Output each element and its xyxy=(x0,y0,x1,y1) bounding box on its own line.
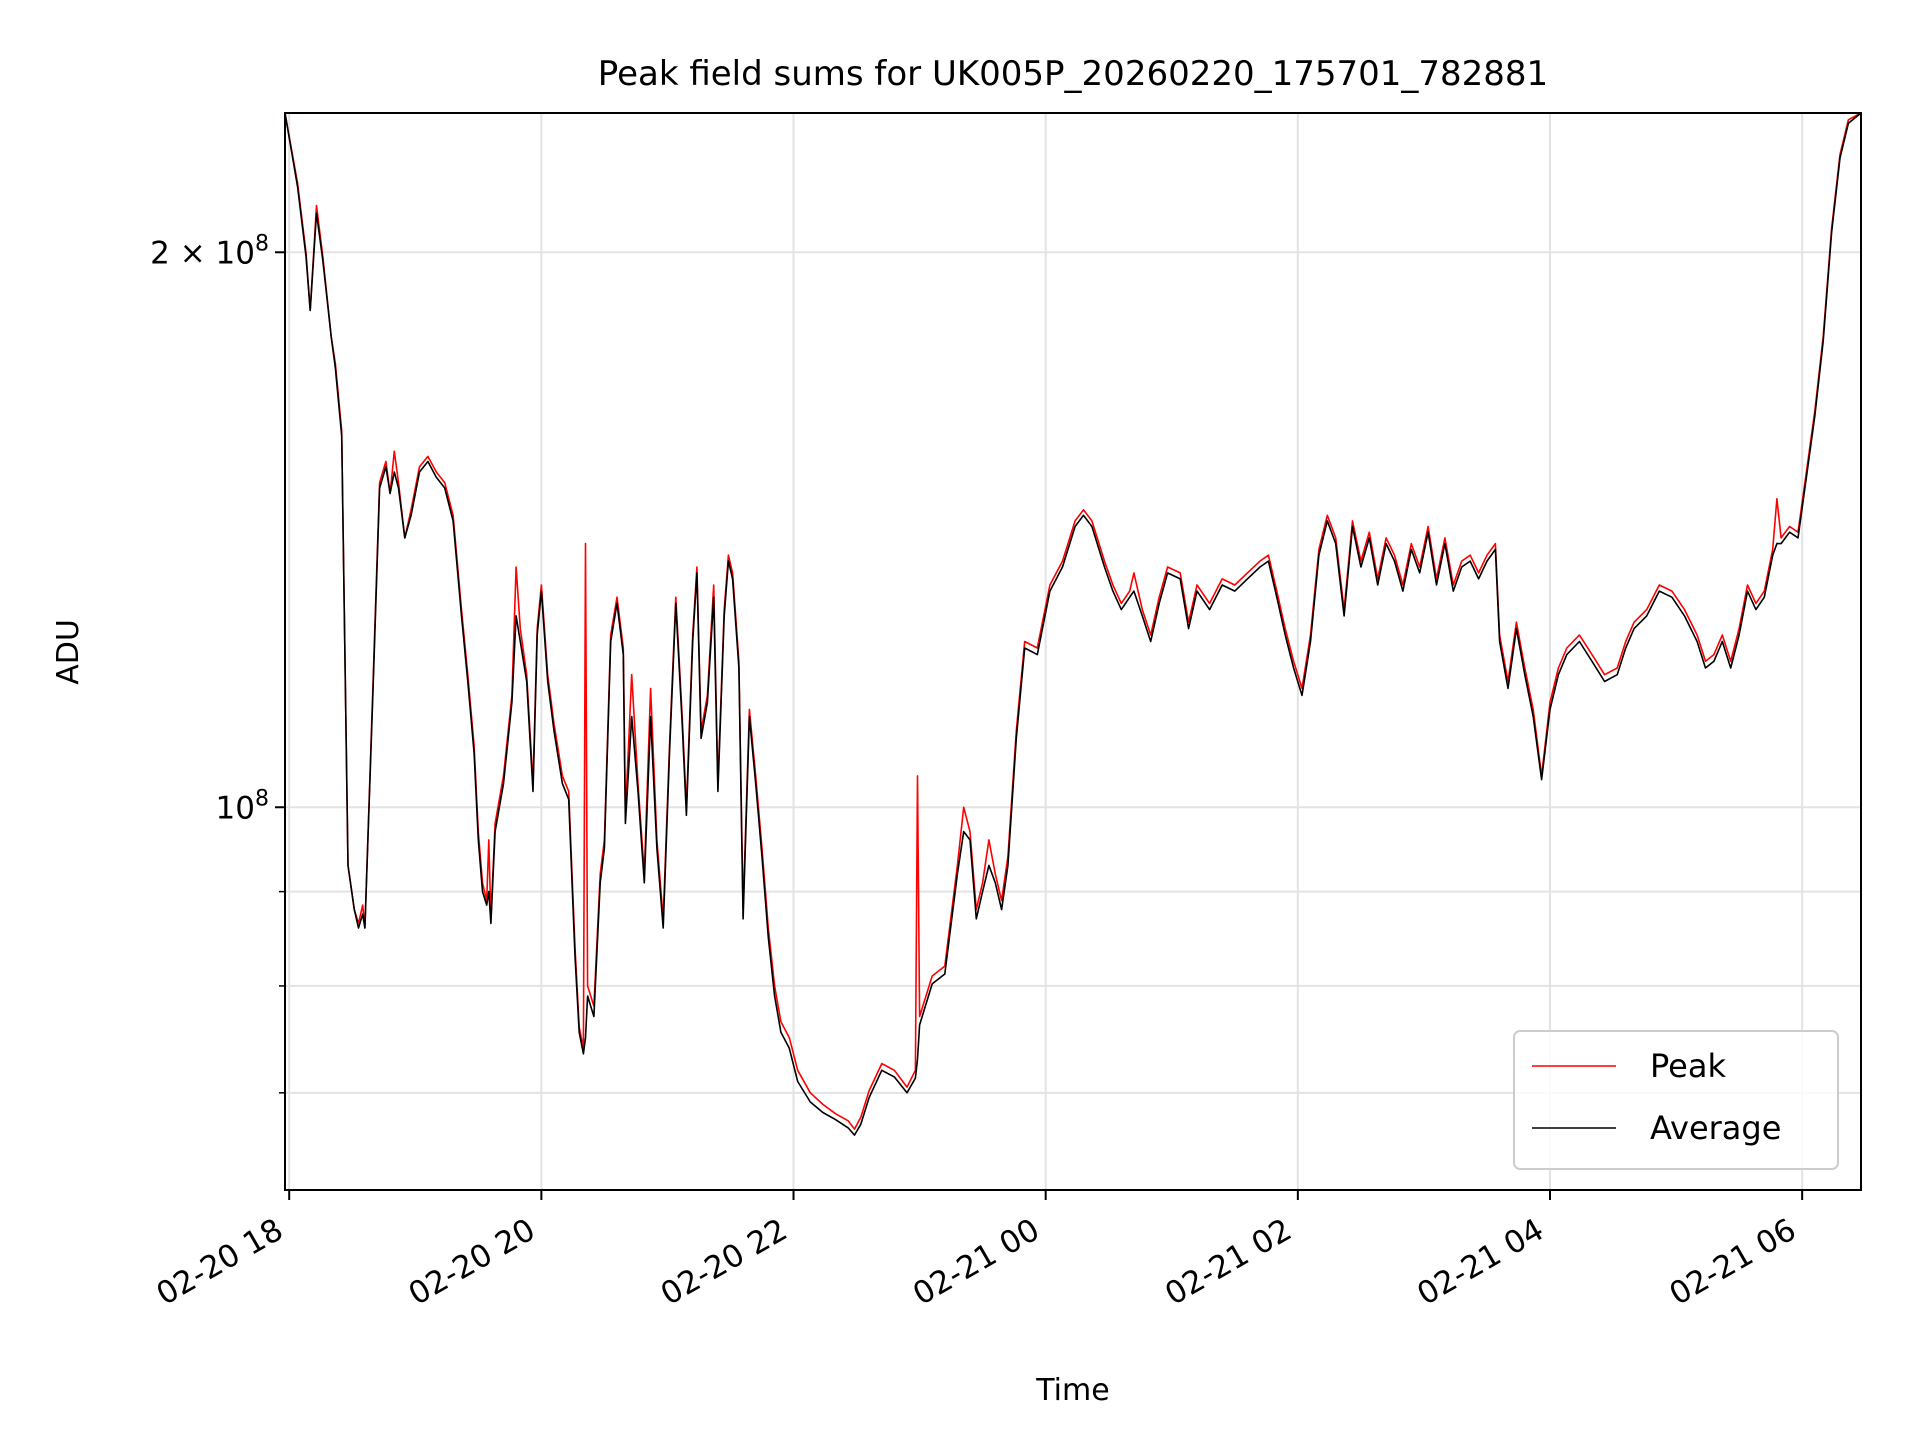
series-layer xyxy=(284,112,1862,1136)
x-axis: 02-20 18 02-20 20 02-20 22 02-21 00 02-21 02… xyxy=(150,1190,1804,1313)
series-line-average xyxy=(284,112,1862,1136)
plot-frame xyxy=(284,112,1862,1191)
legend: Peak Average xyxy=(1513,1030,1839,1170)
x-tick-label: 02-20 18 xyxy=(150,1212,289,1313)
grid xyxy=(285,113,1861,1190)
x-axis-label: Time xyxy=(1035,1373,1109,1408)
y-axis-label: ADU xyxy=(51,619,86,685)
x-tick-label: 02-21 06 xyxy=(1663,1212,1802,1313)
x-tick-label: 02-21 02 xyxy=(1159,1212,1298,1313)
y-tick-label: 2 × 108 xyxy=(150,231,269,271)
legend-label-peak: Peak xyxy=(1650,1047,1726,1085)
series-line-peak xyxy=(284,112,1862,1130)
y-axis: 108 2 × 108 xyxy=(150,231,285,1094)
legend-label-average: Average xyxy=(1650,1109,1781,1147)
chart-title: Peak field sums for UK005P_20260220_1757… xyxy=(598,54,1548,94)
x-tick-label: 02-21 04 xyxy=(1411,1212,1550,1313)
x-tick-label: 02-20 22 xyxy=(655,1212,794,1313)
x-tick-label: 02-21 00 xyxy=(907,1212,1046,1313)
x-tick-label: 02-20 20 xyxy=(403,1212,542,1313)
y-tick-label: 108 xyxy=(216,786,269,826)
